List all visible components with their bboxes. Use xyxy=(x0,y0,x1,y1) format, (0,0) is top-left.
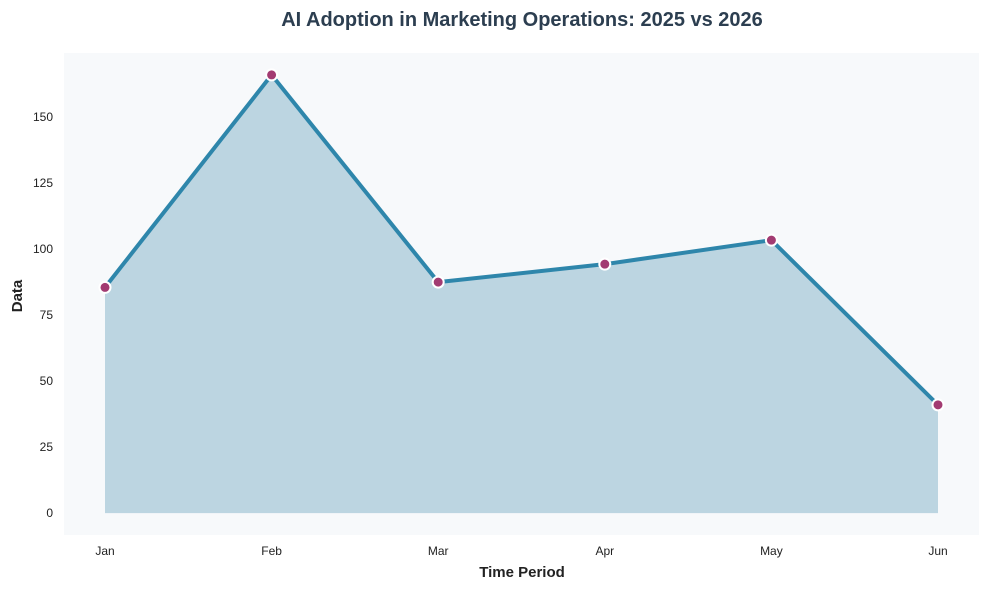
y-tick-label: 100 xyxy=(33,242,53,256)
y-tick-label: 50 xyxy=(40,374,54,388)
series-line xyxy=(103,72,940,407)
x-tick-label: Mar xyxy=(428,544,449,558)
data-point-mar xyxy=(431,275,445,289)
chart-title: AI Adoption in Marketing Operations: 202… xyxy=(281,9,763,31)
marker-layer xyxy=(98,68,945,412)
y-tick-label: 25 xyxy=(40,440,54,454)
data-point-apr xyxy=(598,257,612,271)
y-tick-label: 75 xyxy=(40,308,54,322)
x-axis-label: Time Period xyxy=(479,564,565,581)
y-tick-label: 125 xyxy=(33,176,53,190)
y-tick-labels: 0 25 50 75 100 125 150 xyxy=(33,110,53,520)
x-tick-label: Jun xyxy=(928,544,947,558)
x-tick-labels: Jan Feb Mar Apr May Jun xyxy=(95,544,947,558)
line-layer xyxy=(103,72,940,407)
y-axis-label: Data xyxy=(9,279,26,312)
x-tick-label: Jan xyxy=(95,544,114,558)
data-point-may xyxy=(764,233,778,247)
data-point-jun xyxy=(931,398,945,412)
y-tick-label: 150 xyxy=(33,110,53,124)
y-tick-label: 0 xyxy=(46,506,53,520)
data-point-feb xyxy=(265,68,279,82)
x-tick-label: Apr xyxy=(595,544,614,558)
area-layer xyxy=(105,74,938,514)
data-point-jan xyxy=(98,280,112,294)
x-tick-label: Feb xyxy=(261,544,282,558)
area-fill xyxy=(105,74,938,514)
x-tick-label: May xyxy=(760,544,783,558)
